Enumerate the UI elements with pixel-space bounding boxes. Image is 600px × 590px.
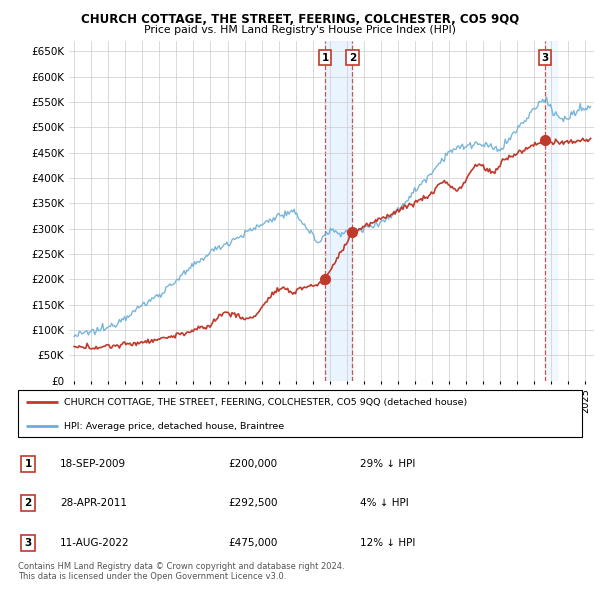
Text: This data is licensed under the Open Government Licence v3.0.: This data is licensed under the Open Gov… [18, 572, 286, 581]
Text: £475,000: £475,000 [228, 538, 277, 548]
Text: Price paid vs. HM Land Registry's House Price Index (HPI): Price paid vs. HM Land Registry's House … [144, 25, 456, 35]
Text: CHURCH COTTAGE, THE STREET, FEERING, COLCHESTER, CO5 9QQ: CHURCH COTTAGE, THE STREET, FEERING, COL… [81, 13, 519, 26]
FancyBboxPatch shape [18, 390, 582, 437]
Text: 2: 2 [25, 499, 32, 508]
Text: 2: 2 [349, 53, 356, 63]
Text: 3: 3 [541, 53, 548, 63]
Text: 1: 1 [322, 53, 329, 63]
Text: 1: 1 [25, 459, 32, 468]
Text: Contains HM Land Registry data © Crown copyright and database right 2024.: Contains HM Land Registry data © Crown c… [18, 562, 344, 571]
Text: CHURCH COTTAGE, THE STREET, FEERING, COLCHESTER, CO5 9QQ (detached house): CHURCH COTTAGE, THE STREET, FEERING, COL… [64, 398, 467, 407]
Text: 3: 3 [25, 538, 32, 548]
Text: 29% ↓ HPI: 29% ↓ HPI [360, 459, 415, 468]
Text: 4% ↓ HPI: 4% ↓ HPI [360, 499, 409, 508]
Text: 28-APR-2011: 28-APR-2011 [60, 499, 127, 508]
Text: 18-SEP-2009: 18-SEP-2009 [60, 459, 126, 468]
Bar [325, 41, 352, 381]
Text: HPI: Average price, detached house, Braintree: HPI: Average price, detached house, Brai… [64, 421, 284, 431]
Text: £292,500: £292,500 [228, 499, 277, 508]
Bar [545, 41, 557, 381]
Text: 12% ↓ HPI: 12% ↓ HPI [360, 538, 415, 548]
Text: 11-AUG-2022: 11-AUG-2022 [60, 538, 130, 548]
Text: £200,000: £200,000 [228, 459, 277, 468]
